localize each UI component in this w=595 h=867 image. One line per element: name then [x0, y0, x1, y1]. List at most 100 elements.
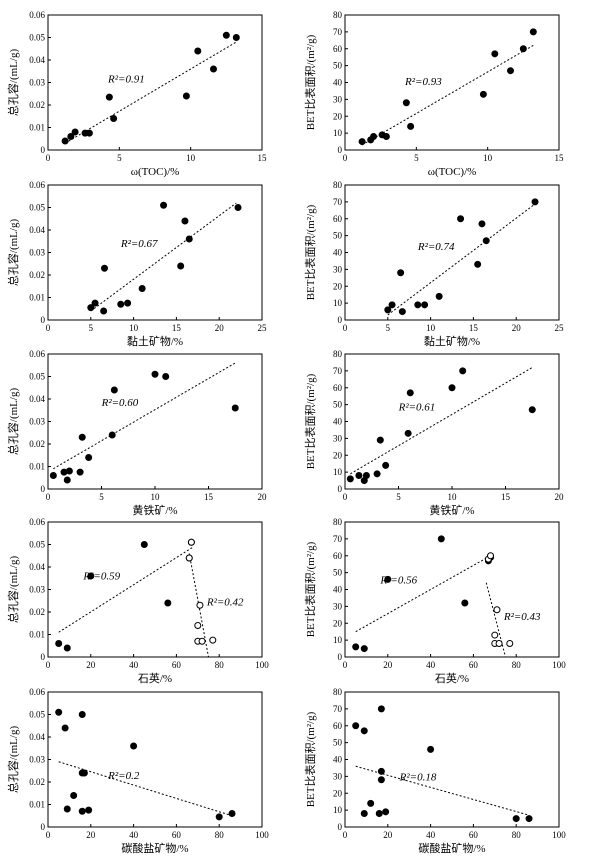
y-tick-label: 0	[338, 484, 343, 494]
data-point	[65, 467, 73, 475]
y-tick-label: 0.06	[29, 10, 45, 20]
data-point	[61, 137, 69, 145]
data-point	[100, 264, 108, 272]
y-tick-label: 0.06	[29, 180, 45, 190]
data-point	[162, 373, 170, 380]
data-point	[487, 552, 495, 560]
x-tick-label: 15	[204, 492, 214, 502]
r2-annotation: R²=0.67	[120, 238, 158, 250]
y-tick-label: 0.01	[29, 293, 45, 303]
data-point	[377, 776, 385, 784]
data-point	[375, 810, 383, 817]
y-tick-label: 70	[333, 27, 343, 37]
x-tick-label: 10	[483, 153, 493, 163]
data-point	[377, 705, 385, 713]
x-tick-label: 10	[186, 153, 196, 163]
data-point	[360, 645, 368, 653]
x-tick-label: 20	[512, 323, 522, 333]
data-point	[506, 640, 514, 647]
y-tick-label: 0.06	[29, 349, 45, 359]
x-tick-label: 15	[258, 153, 268, 163]
y-tick-label: 70	[333, 534, 343, 544]
x-axis-label: ω(TOC)/%	[131, 166, 180, 178]
data-point	[117, 300, 125, 308]
y-tick-label: 0.04	[29, 225, 45, 235]
x-tick-label: 25	[555, 323, 565, 333]
y-tick-label: 0.06	[29, 517, 45, 527]
data-point	[495, 640, 503, 647]
x-tick-label: 10	[448, 492, 458, 502]
y-tick-label: 0.02	[29, 439, 45, 449]
data-point	[491, 50, 499, 58]
y-tick-label: 0.05	[29, 710, 45, 720]
y-tick-label: 10	[333, 635, 343, 645]
data-point	[194, 622, 202, 629]
r2-annotation: R²=0.18	[399, 772, 437, 784]
data-point	[384, 575, 392, 583]
data-point	[358, 138, 366, 146]
r2-annotation: R²=0.42	[206, 596, 244, 608]
x-tick-label: 80	[215, 660, 225, 670]
x-tick-label: 20	[215, 323, 225, 333]
y-tick-label: 0	[338, 145, 343, 155]
data-point	[63, 805, 71, 813]
y-tick-label: 40	[333, 585, 343, 595]
x-tick-label: 0	[343, 660, 348, 670]
x-axis-label: 黏土矿物/%	[127, 334, 183, 348]
y-tick-label: 0.02	[29, 607, 45, 617]
data-point	[71, 128, 79, 136]
y-tick-label: 0	[41, 484, 46, 494]
x-tick-label: 15	[172, 323, 182, 333]
data-point	[382, 133, 390, 140]
x-tick-label: 5	[386, 323, 391, 333]
x-tick-label: 20	[86, 830, 96, 840]
x-axis-label: 碳酸盐矿物/%	[121, 841, 188, 855]
x-tick-label: 5	[117, 153, 122, 163]
data-point	[352, 722, 360, 730]
y-tick-label: 60	[333, 721, 343, 731]
x-tick-label: 0	[46, 660, 51, 670]
plot-frame	[47, 14, 263, 151]
x-tick-label: 100	[552, 830, 566, 840]
y-tick-label: 50	[333, 61, 343, 71]
data-point	[108, 431, 116, 439]
x-tick-label: 10	[426, 323, 436, 333]
x-tick-label: 100	[552, 660, 566, 670]
y-axis-label: 总孔容/(mL/g)	[6, 556, 20, 624]
data-point	[355, 472, 363, 479]
trend-line	[64, 41, 237, 144]
y-tick-label: 10	[333, 298, 343, 308]
x-tick-label: 40	[426, 660, 436, 670]
x-tick-label: 60	[469, 830, 479, 840]
x-tick-label: 0	[343, 323, 348, 333]
x-tick-label: 5	[414, 153, 419, 163]
y-tick-label: 0.05	[29, 33, 45, 43]
data-point	[360, 727, 368, 735]
x-tick-label: 0	[46, 830, 51, 840]
data-point	[160, 201, 168, 209]
data-point	[457, 215, 465, 223]
y-tick-label: 0.03	[29, 417, 45, 427]
y-tick-label: 80	[333, 687, 343, 697]
r2-annotation: R²=0.93	[404, 76, 442, 88]
data-point	[196, 601, 204, 609]
y-tick-label: 0.03	[29, 585, 45, 595]
r2-annotation: R²=0.61	[398, 402, 436, 414]
data-point	[91, 299, 99, 307]
y-tick-label: 0.01	[29, 123, 45, 133]
data-point	[209, 636, 217, 644]
data-point	[435, 292, 443, 300]
data-point	[519, 45, 527, 53]
data-point	[414, 301, 422, 309]
y-tick-label: 0.01	[29, 462, 45, 472]
x-tick-label: 80	[512, 830, 522, 840]
data-point	[373, 470, 381, 478]
y-tick-label: 80	[333, 10, 343, 20]
y-tick-label: 70	[333, 197, 343, 207]
y-tick-label: 40	[333, 755, 343, 765]
x-tick-label: 0	[46, 153, 51, 163]
data-point	[406, 389, 414, 397]
y-tick-label: 0	[41, 145, 46, 155]
y-axis-label: 总孔容/(mL/g)	[6, 726, 20, 794]
y-tick-label: 10	[333, 467, 343, 477]
